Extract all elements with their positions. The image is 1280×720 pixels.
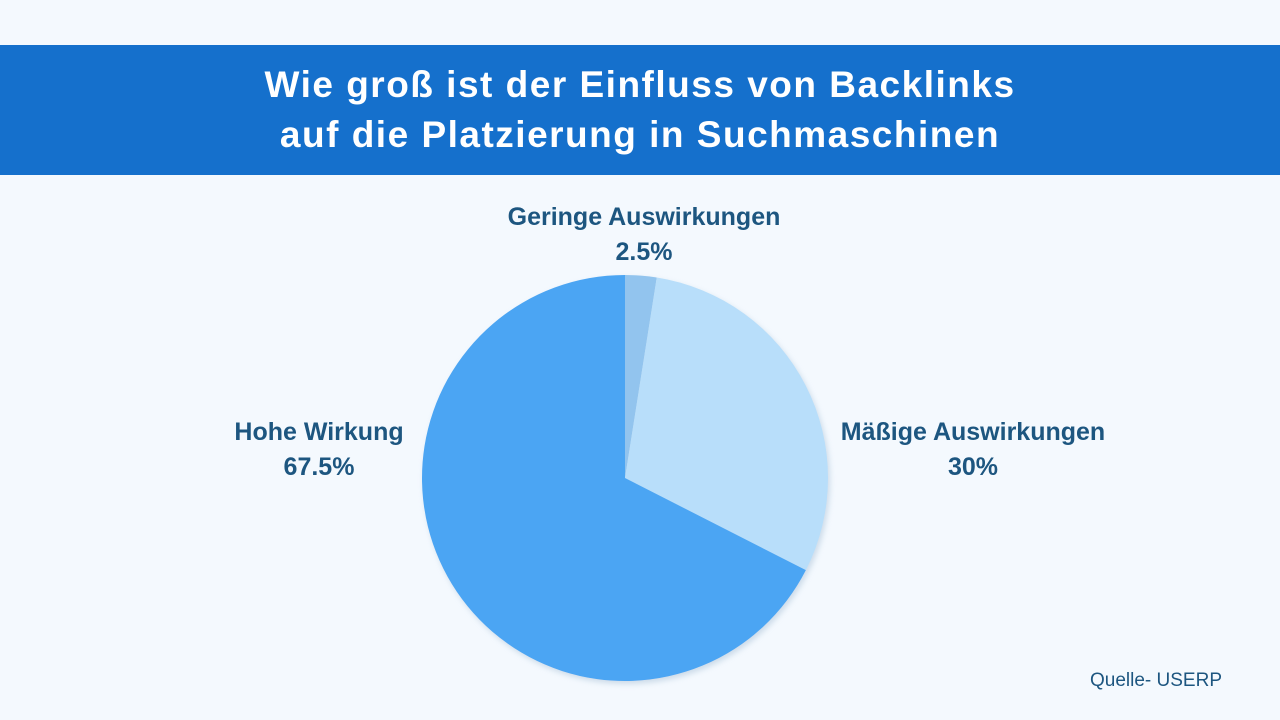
source-note: Quelle- USERP [1090, 670, 1222, 691]
slice-name: Geringe Auswirkungen [507, 203, 781, 231]
slice-label-geringe: Geringe Auswirkungen 2.5% [508, 200, 781, 270]
slice-name: Mäßige Auswirkungen [840, 418, 1106, 446]
slice-label-maessige: Mäßige Auswirkungen 30% [841, 415, 1105, 485]
slice-value: 67.5% [283, 453, 355, 481]
pie-slice-0 [625, 275, 657, 478]
slice-label-hohe: Hohe Wirkung 67.5% [234, 415, 403, 485]
chart-title-line-2: auf die Platzierung in Suchmaschinen [279, 114, 1001, 155]
title-banner: Wie groß ist der Einfluss von Backlinks … [0, 45, 1280, 175]
pie-slice-1 [625, 277, 828, 571]
slice-name: Hohe Wirkung [234, 418, 404, 446]
slice-value: 2.5% [615, 238, 673, 266]
chart-title-line-1: Wie groß ist der Einfluss von Backlinks [264, 64, 1016, 105]
slice-value: 30% [947, 453, 999, 481]
pie-slice-2 [422, 275, 806, 681]
